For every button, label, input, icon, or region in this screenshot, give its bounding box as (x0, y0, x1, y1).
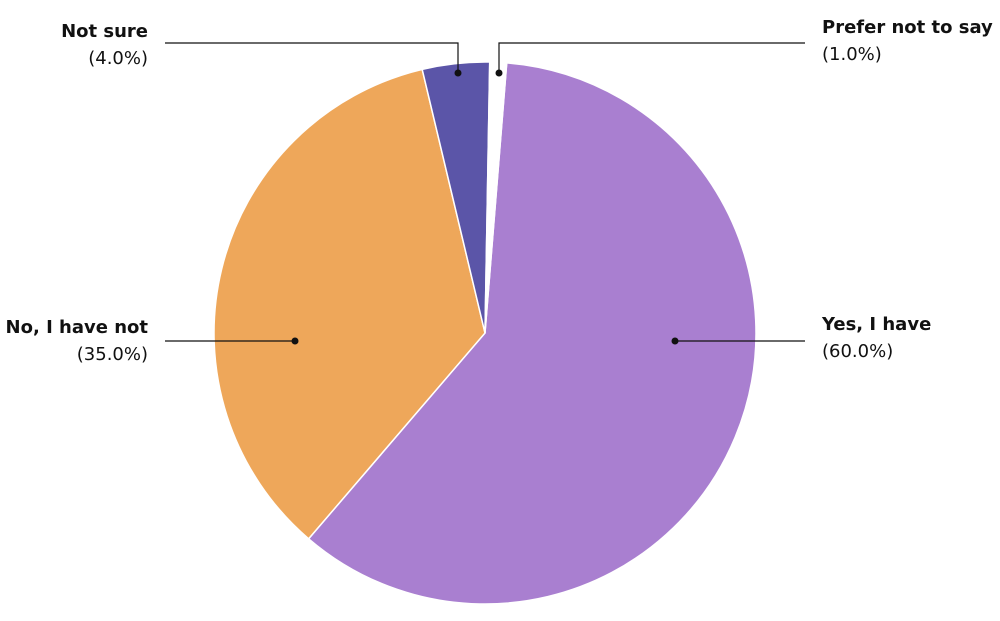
pie-slice (213, 68, 486, 540)
slice-value-label: (60.0%) (822, 341, 893, 362)
slice-label: Not sure (61, 21, 148, 42)
leader-dot (454, 69, 462, 77)
slice-label: Yes, I have (821, 314, 931, 335)
slice-label: Prefer not to say (822, 17, 993, 38)
leader-line (498, 42, 805, 73)
leader-dot (495, 69, 503, 77)
slice-value-label: (1.0%) (822, 44, 882, 65)
slice-label: No, I have not (6, 317, 149, 338)
slice-value-label: (35.0%) (77, 344, 148, 365)
leader-dot (671, 337, 679, 345)
slice-value-label: (4.0%) (88, 48, 148, 69)
pie-slice (484, 61, 508, 334)
pie-slice (307, 62, 757, 605)
leader-dot (291, 337, 299, 345)
leader-line (165, 42, 459, 73)
